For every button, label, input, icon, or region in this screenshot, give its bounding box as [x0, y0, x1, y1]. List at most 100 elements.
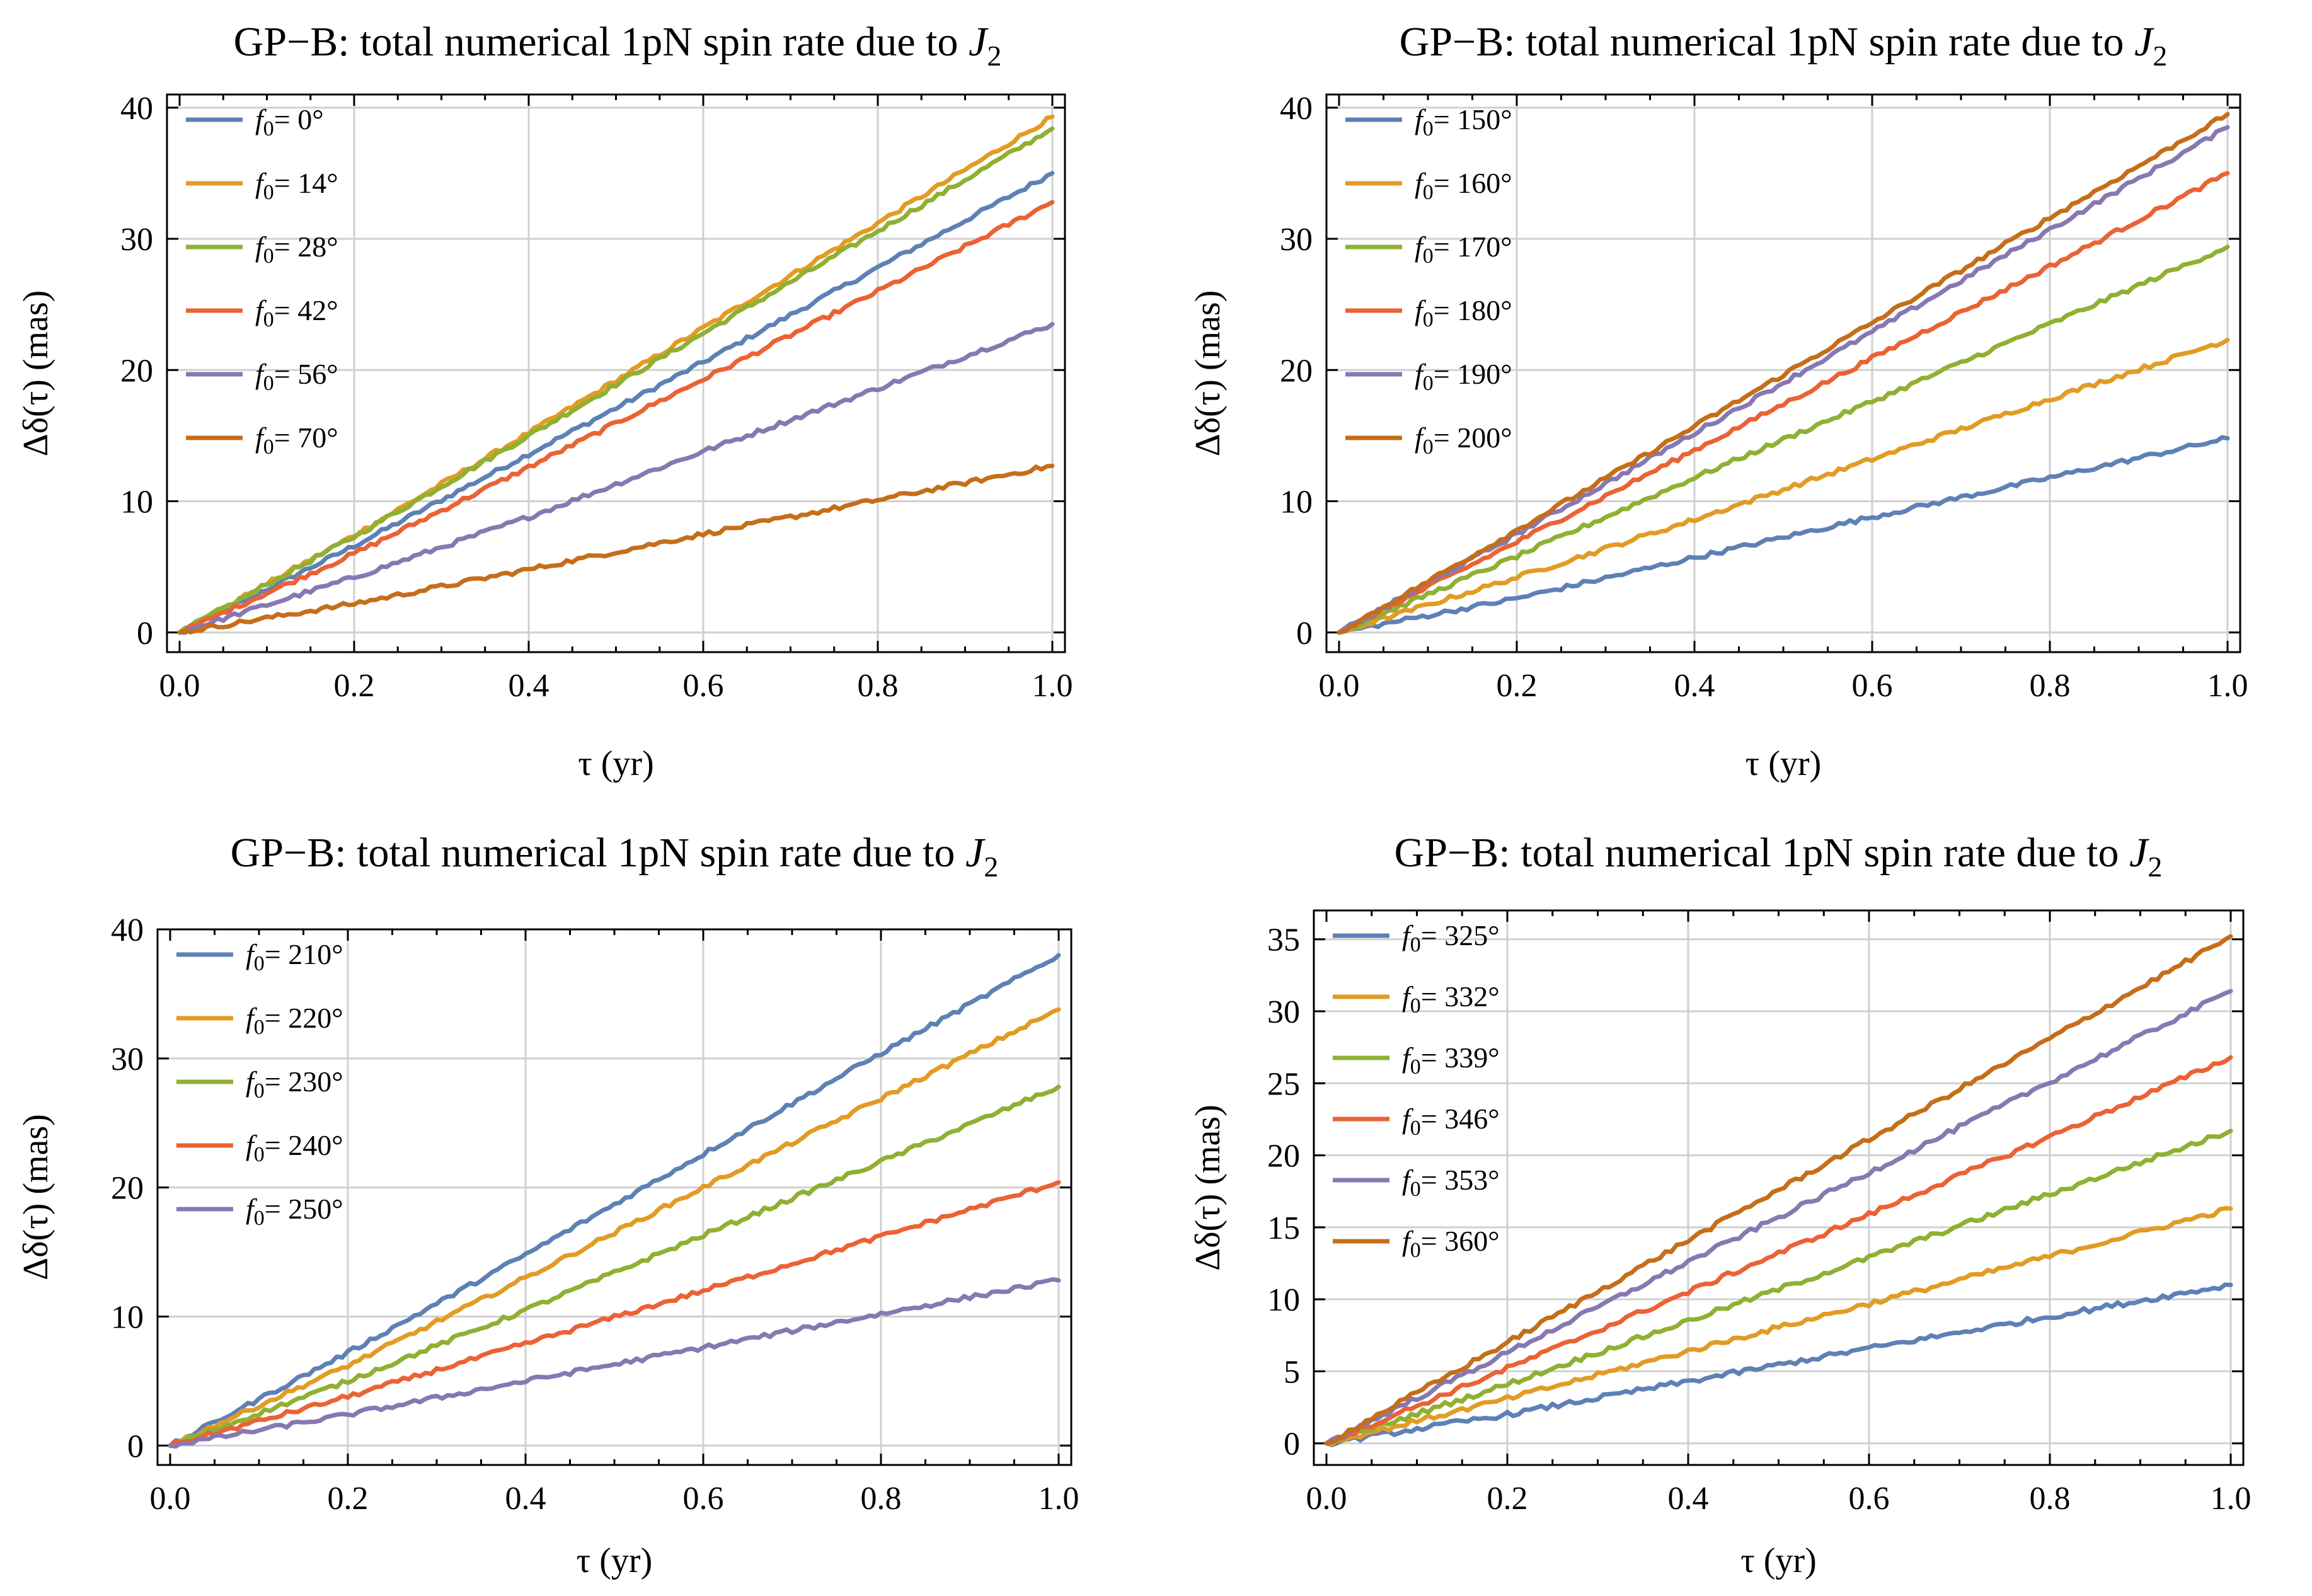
legend-entry: f0= 190° — [1415, 358, 1512, 395]
x-tick-label: 0.0 — [159, 668, 200, 704]
y-axis-label: Δδ(τ) (mas) — [16, 1114, 55, 1280]
x-axis-label: τ (yr) — [1746, 744, 1821, 783]
legend-entry: f0= 180° — [1415, 294, 1512, 331]
x-tick-label: 0.2 — [334, 668, 375, 704]
chart-panel-bottom-right: GP−B: total numerical 1pN spin rate due … — [1188, 830, 2252, 1580]
x-tick-label: 0.8 — [858, 668, 899, 704]
chart-title: GP−B: total numerical 1pN spin rate due … — [1400, 19, 2168, 72]
series-line — [168, 1277, 1061, 1449]
x-tick-label: 0.4 — [505, 1481, 546, 1517]
y-tick-label: 10 — [1280, 485, 1313, 520]
x-tick-label: 1.0 — [1032, 668, 1073, 704]
y-tick-label: 0 — [137, 616, 153, 652]
series-line — [177, 126, 1055, 635]
x-tick-label: 0.8 — [2030, 1481, 2071, 1517]
y-tick-label: 40 — [111, 912, 144, 948]
x-tick-label: 0.2 — [328, 1481, 369, 1517]
legend-entry: f0= 70° — [255, 422, 338, 459]
y-tick-label: 10 — [1267, 1282, 1300, 1318]
series-line — [177, 321, 1055, 635]
legend-entry: f0= 160° — [1415, 167, 1512, 204]
series-line — [168, 953, 1061, 1448]
legend-entry: f0= 170° — [1415, 231, 1512, 268]
series-line — [168, 1180, 1061, 1448]
legend-entry: f0= 353° — [1402, 1164, 1500, 1201]
legend-entry: f0= 56° — [255, 358, 338, 395]
x-tick-label: 1.0 — [2207, 668, 2248, 704]
legend-entry: f0= 332° — [1402, 980, 1500, 1018]
legend-entry: f0= 240° — [246, 1129, 343, 1166]
chart-title: GP−B: total numerical 1pN spin rate due … — [234, 19, 1002, 72]
y-axis-label: Δδ(τ) (mas) — [1188, 1105, 1228, 1271]
x-axis-label: τ (yr) — [1740, 1541, 1816, 1580]
series-line — [1337, 435, 2230, 635]
y-tick-label: 0 — [127, 1428, 144, 1464]
x-tick-label: 0.0 — [1319, 668, 1360, 704]
series-line — [1324, 1128, 2233, 1446]
y-tick-label: 20 — [1280, 353, 1313, 389]
y-tick-label: 30 — [120, 222, 153, 258]
series-line — [1337, 337, 2230, 635]
legend-entry: f0= 200° — [1415, 422, 1512, 459]
x-tick-label: 1.0 — [1038, 1481, 1079, 1517]
legend-entry: f0= 325° — [1402, 919, 1500, 956]
series-line — [1337, 112, 2230, 635]
x-tick-label: 0.8 — [861, 1481, 902, 1517]
series-line — [177, 171, 1055, 635]
series-line — [177, 200, 1055, 635]
x-tick-label: 0.6 — [683, 1481, 724, 1517]
series-line — [1324, 1206, 2233, 1447]
series-line — [177, 463, 1055, 635]
y-axis-label: Δδ(τ) (mas) — [1188, 290, 1228, 457]
x-tick-label: 0.6 — [683, 668, 724, 704]
x-axis-label: τ (yr) — [577, 1541, 652, 1580]
series-line — [1324, 934, 2233, 1446]
y-tick-label: 20 — [120, 353, 153, 389]
legend-entry: f0= 210° — [246, 938, 343, 975]
chart-title: GP−B: total numerical 1pN spin rate due … — [231, 830, 999, 883]
x-tick-label: 0.8 — [2030, 668, 2071, 704]
chart-panel-top-right: GP−B: total numerical 1pN spin rate due … — [1188, 19, 2248, 783]
x-tick-label: 0.2 — [1487, 1481, 1528, 1517]
legend-entry: f0= 0° — [255, 103, 324, 141]
x-tick-label: 0.4 — [1674, 668, 1715, 704]
series-line — [1337, 171, 2230, 635]
x-tick-label: 0.4 — [509, 668, 549, 704]
y-tick-label: 40 — [120, 91, 153, 127]
x-tick-label: 0.0 — [150, 1481, 191, 1517]
series-line — [1324, 989, 2233, 1446]
series-line — [1324, 1282, 2233, 1447]
x-tick-label: 0.0 — [1306, 1481, 1347, 1517]
y-tick-label: 20 — [111, 1171, 144, 1207]
chart-panel-bottom-left: GP−B: total numerical 1pN spin rate due … — [16, 830, 1079, 1580]
legend-entry: f0= 360° — [1402, 1225, 1500, 1262]
series-line — [168, 1084, 1061, 1448]
y-tick-label: 30 — [1280, 222, 1313, 258]
y-axis-label: Δδ(τ) (mas) — [16, 290, 55, 457]
y-tick-label: 15 — [1267, 1210, 1300, 1246]
series-line — [1337, 244, 2230, 635]
chart-title: GP−B: total numerical 1pN spin rate due … — [1395, 830, 2163, 883]
y-tick-label: 35 — [1267, 922, 1300, 958]
y-tick-label: 30 — [111, 1042, 144, 1077]
x-tick-label: 0.6 — [1852, 668, 1893, 704]
legend-entry: f0= 230° — [246, 1065, 343, 1103]
x-tick-label: 1.0 — [2211, 1481, 2252, 1517]
legend-entry: f0= 42° — [255, 294, 338, 331]
chart-panel-top-left: GP−B: total numerical 1pN spin rate due … — [16, 19, 1073, 783]
legend-entry: f0= 220° — [246, 1002, 343, 1039]
y-tick-label: 0 — [1284, 1427, 1300, 1462]
series-line — [168, 1007, 1061, 1448]
y-tick-label: 25 — [1267, 1066, 1300, 1102]
legend-entry: f0= 339° — [1402, 1042, 1500, 1079]
legend-entry: f0= 150° — [1415, 103, 1512, 141]
x-tick-label: 0.2 — [1497, 668, 1538, 704]
legend-entry: f0= 14° — [255, 167, 338, 204]
y-tick-label: 0 — [1296, 616, 1313, 652]
x-tick-label: 0.4 — [1668, 1481, 1709, 1517]
legend-entry: f0= 250° — [246, 1193, 343, 1230]
x-axis-label: τ (yr) — [578, 744, 653, 783]
y-tick-label: 30 — [1267, 994, 1300, 1030]
legend-entry: f0= 28° — [255, 231, 338, 268]
